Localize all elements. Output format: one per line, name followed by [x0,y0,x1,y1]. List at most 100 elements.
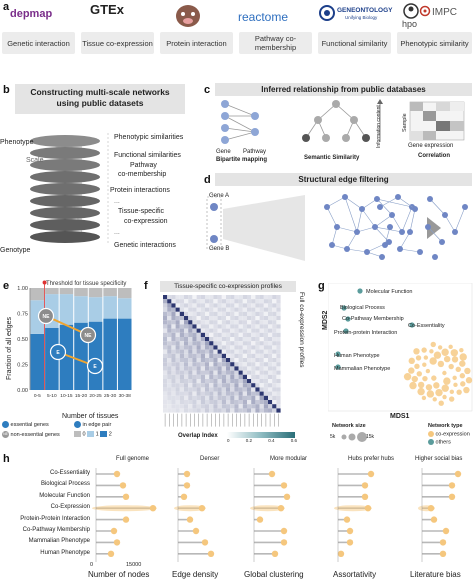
bar-segment [59,288,74,295]
heatmap-cell [163,316,168,321]
heatmap-cell [167,332,172,337]
heatmap-cell [175,320,180,325]
heatmap-cell [213,324,218,329]
heatmap-cell [167,307,172,312]
heatmap-cell [276,303,281,308]
heatmap-cell [179,379,184,384]
heatmap-cell [205,324,210,329]
heatmap-cell [251,387,256,392]
scatter-point [432,397,437,402]
heatmap-cell [268,387,273,392]
heatmap-cell [242,337,247,342]
heatmap-cell [263,400,268,405]
network-node [379,254,385,260]
heatmap-cell [221,341,226,346]
heatmap-cell [200,316,205,321]
y-tick-label: 0.00 [17,388,28,394]
bar-segment [59,294,74,325]
heatmap-cell [200,307,205,312]
heatmap-cell [171,387,176,392]
heatmap-cell [251,408,256,413]
heatmap-cell [251,353,256,358]
heatmap-cell [242,387,247,392]
panel-d-title: Structural edge filtering [215,173,472,186]
heatmap-cell [230,307,235,312]
heatmap-cell [263,332,268,337]
heatmap-cell [259,374,264,379]
lollipop-head [183,482,191,489]
heatmap-cell [272,303,277,308]
heatmap-cell [226,400,231,405]
heatmap-cell [268,295,273,300]
heatmap-cell [263,349,268,354]
heatmap-cell [251,362,256,367]
heatmap-cell [175,374,180,379]
heatmap-cell [272,374,277,379]
heatmap-cell [230,374,235,379]
heatmap-cell [259,295,264,300]
heatmap-cell [163,332,168,337]
heatmap-cell [251,332,256,337]
heatmap-cell [163,408,168,413]
heatmap-cell [226,395,231,400]
heatmap-cell [272,299,277,304]
heatmap-cell [167,383,172,388]
col-title-3: Hubs prefer hubs [348,456,395,462]
heatmap-cell [217,341,222,346]
heatmap-cell [200,400,205,405]
heatmap-cell [217,408,222,413]
heatmap-cell [238,408,243,413]
heatmap-cell [171,295,176,300]
heatmap-cell [175,391,180,396]
lollipop-head [367,470,375,478]
scale-label: Scale [26,157,44,164]
layer-disks [30,135,100,243]
point-label-human-phenotype: Human Phenotype [334,353,380,359]
heatmap-cell [175,299,180,304]
heatmap-cell [217,400,222,405]
heatmap-cell [200,391,205,396]
scatter-point [413,348,420,355]
count-legend: 0 1 2 [74,431,112,437]
overlap-index-label: Overlap Index [178,433,218,439]
heatmap-cell [221,374,226,379]
heatmap-cell [259,362,264,367]
heatmap-cell [179,295,184,300]
heatmap-cell [259,324,264,329]
heatmap-cell [167,316,172,321]
heatmap-cell [272,391,277,396]
heatmap-cell [221,395,226,400]
heatmap-cell [205,341,210,346]
heatmap-cell [238,299,243,304]
heatmap-cell [175,295,180,300]
heatmap-cell [175,337,180,342]
heatmap-cell [276,379,281,384]
heatmap-cell [213,349,218,354]
heatmap-cell [205,345,210,350]
heatmap-cell [188,358,193,363]
heatmap-cell [238,311,243,316]
heatmap-cell [188,307,193,312]
scatter-point [421,347,427,353]
heatmap-cell [234,337,239,342]
heatmap-cell [255,353,260,358]
heatmap-cell [175,341,180,346]
heatmap-cell [221,353,226,358]
heatmap-cell [251,303,256,308]
heatmap-cell [171,337,176,342]
heatmap-cell [175,316,180,321]
heatmap-cell [217,311,222,316]
heatmap-cell [179,400,184,405]
heatmap-cell [200,353,205,358]
scatter-point [431,375,437,381]
heatmap-cell [251,400,256,405]
count-0-label: 0 [82,431,86,438]
heatmap-cell [251,299,256,304]
heatmap-cell [205,316,210,321]
heatmap-cell [196,395,201,400]
heatmap-cell [276,387,281,392]
heatmap-cell [184,400,189,405]
heatmap-cell [234,303,239,308]
heatmap-cell [255,395,260,400]
heatmap-cell [263,379,268,384]
